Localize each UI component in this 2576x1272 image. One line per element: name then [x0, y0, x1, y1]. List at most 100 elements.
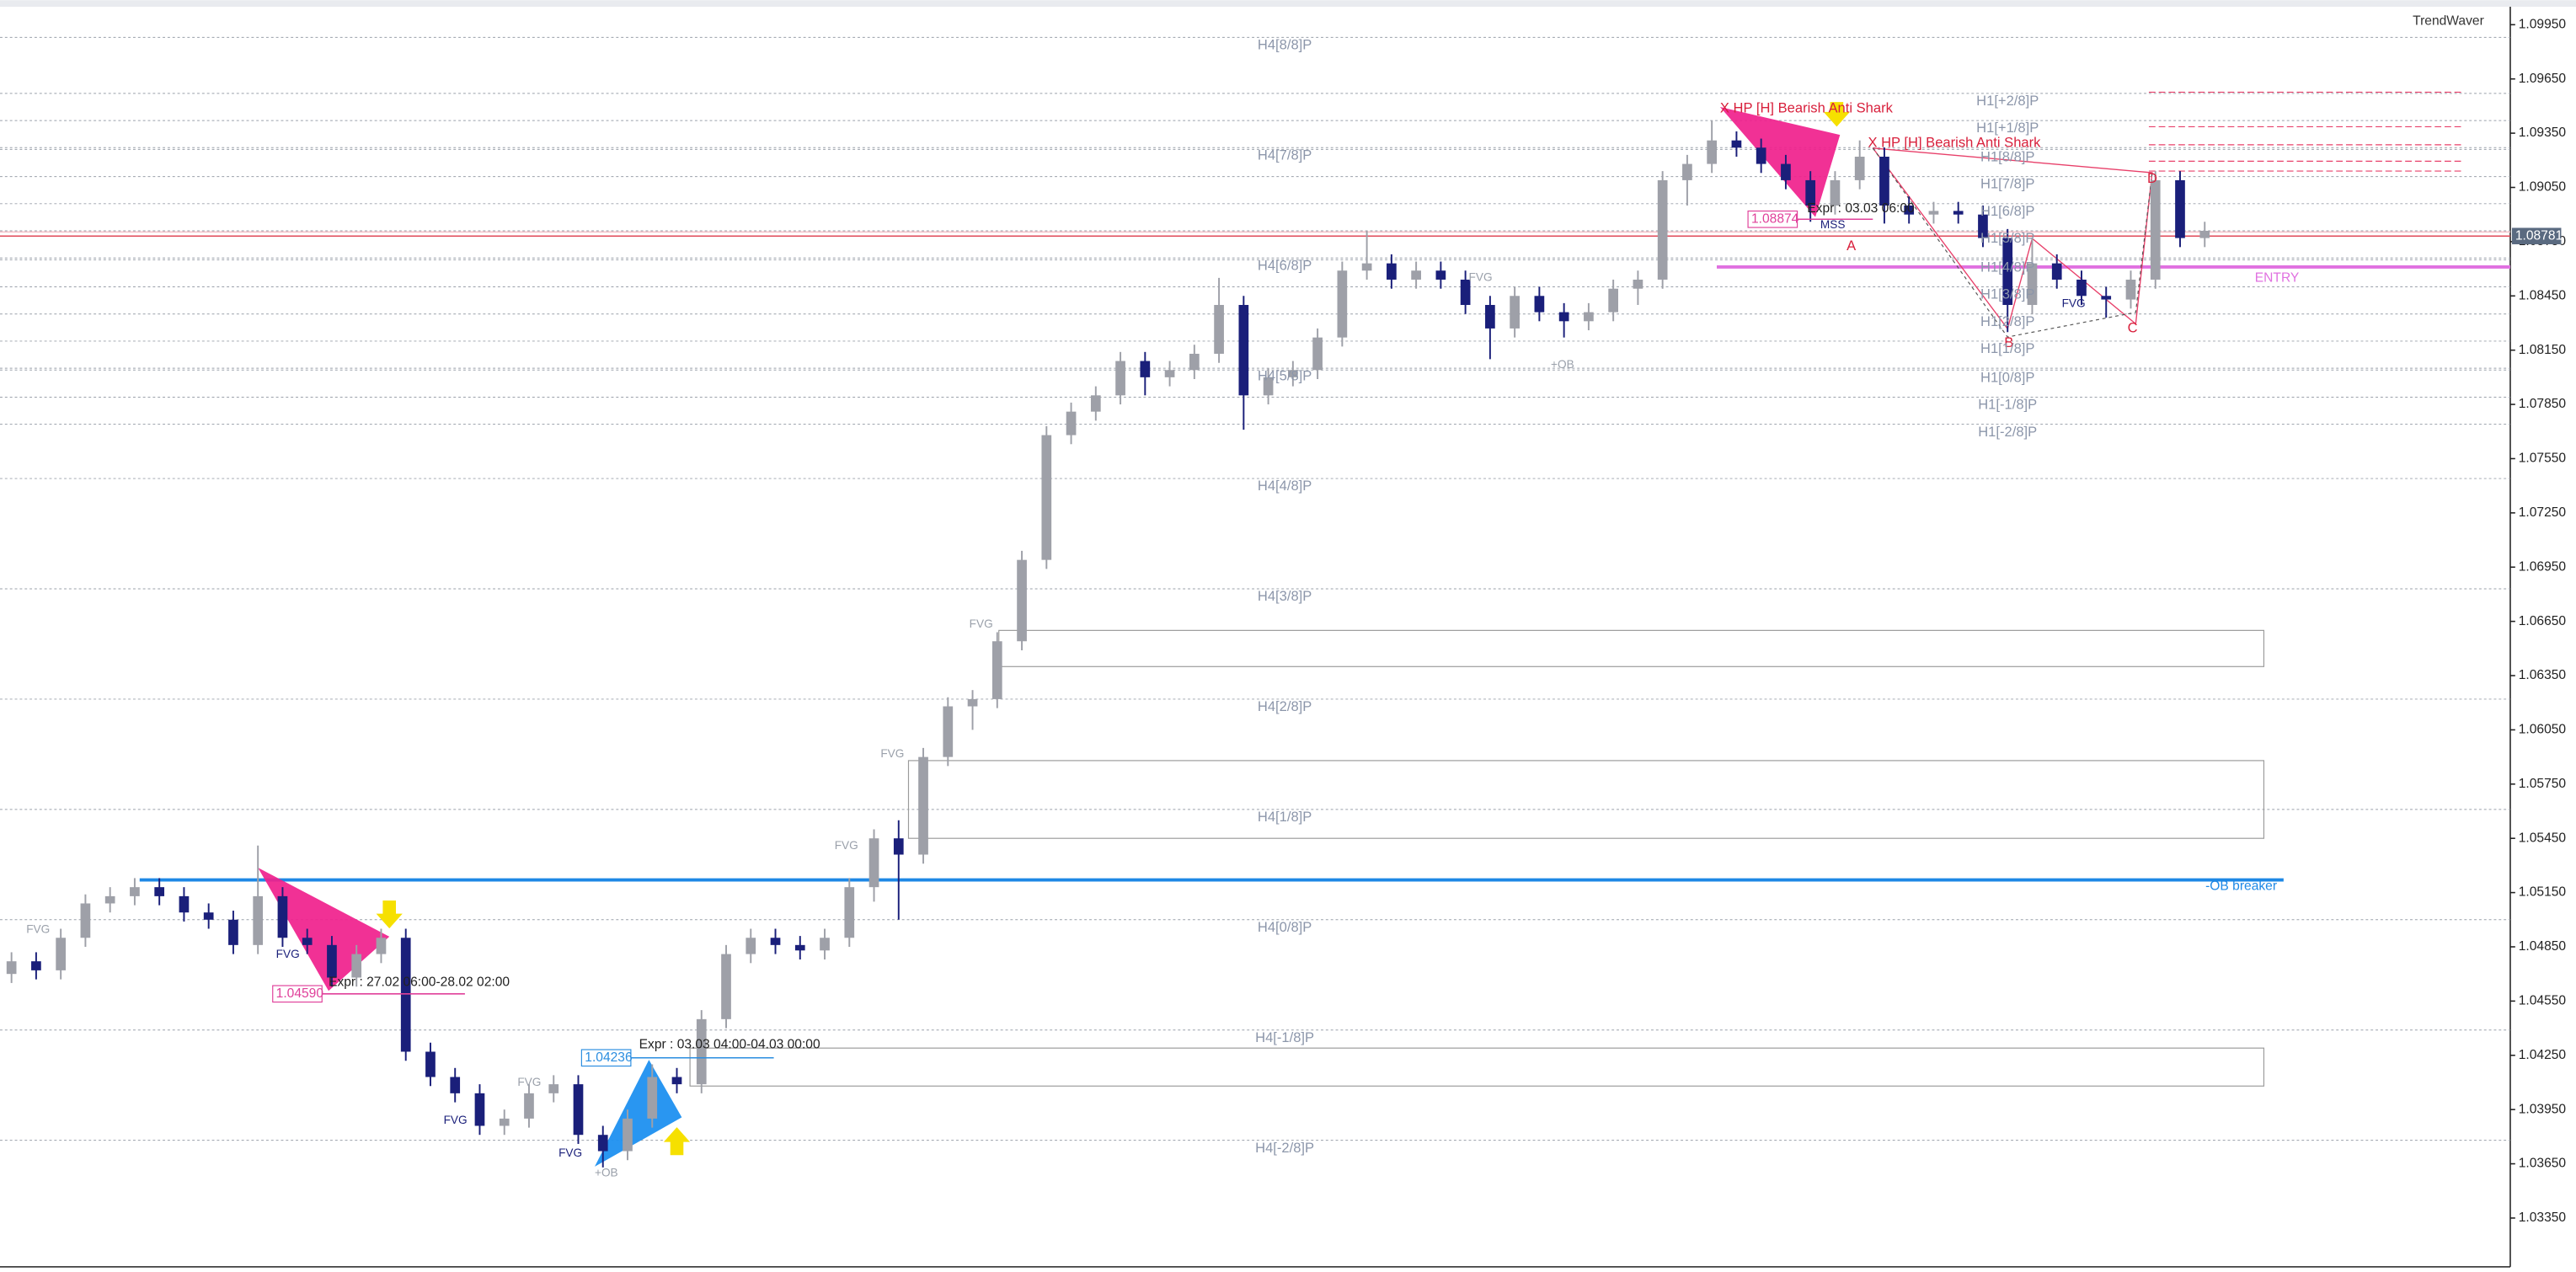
candle-body	[548, 1084, 559, 1093]
candle-body	[623, 1118, 633, 1152]
candle-body	[1781, 163, 1791, 180]
level-label: H4[0/8]P	[1258, 919, 1312, 935]
y-tick-label: 1.08150	[2519, 343, 2567, 357]
candle-body	[1238, 305, 1249, 396]
y-tick-label: 1.06350	[2519, 668, 2567, 682]
candle-body	[425, 1051, 436, 1077]
fvg-label: FVG	[558, 1146, 582, 1159]
candle-body	[1041, 435, 1052, 560]
fvg-label: FVG	[26, 923, 50, 936]
expiry-label: Expr : 03.03 06:00	[1807, 201, 1915, 216]
candle-body	[1090, 395, 1101, 412]
fvg-label: FVG	[444, 1114, 468, 1126]
level-label: H4[8/8]P	[1258, 36, 1312, 52]
level-label: H1[2/8]P	[1980, 313, 2034, 329]
level-label: H1[1/8]P	[1980, 340, 2034, 356]
y-tick-label: 1.04850	[2519, 939, 2567, 954]
pattern-price-label: 1.04590	[276, 986, 324, 1001]
candle-body	[1879, 157, 1889, 206]
expiry-label: Expr : 03.03 04:00-04.03 00:00	[639, 1038, 820, 1052]
candle-body	[746, 938, 756, 954]
candle-body	[1657, 179, 1668, 280]
candle-body	[573, 1084, 584, 1136]
candle-body	[1558, 312, 1569, 322]
mss-label: MSS	[1820, 218, 1846, 231]
candle-body	[1017, 559, 1027, 642]
candle-body	[1115, 361, 1125, 396]
candle-body	[647, 1077, 658, 1119]
candle-body	[844, 887, 855, 938]
candle-body	[1953, 211, 1964, 215]
fvg-label: FVG	[2062, 297, 2086, 310]
y-tick-label: 1.06050	[2519, 723, 2567, 737]
entry-label: ENTRY	[2255, 271, 2300, 286]
level-label: H4[3/8]P	[1258, 588, 1312, 604]
buy-arrow	[663, 1127, 691, 1156]
candle-body	[868, 838, 879, 888]
candle-body	[351, 954, 362, 978]
target-lines	[2148, 91, 2465, 172]
y-tick-label: 1.09350	[2519, 126, 2567, 140]
level-label: H1[3/8]P	[1980, 286, 2034, 302]
candle-body	[1534, 296, 1545, 313]
candle-body	[1805, 179, 1816, 206]
candle-body	[327, 944, 337, 978]
fvg-label: FVG	[517, 1076, 541, 1088]
y-tick-label: 1.05450	[2519, 831, 2567, 845]
candle-body	[671, 1077, 682, 1085]
point-label: D	[2147, 170, 2157, 186]
candle-body	[1214, 305, 1224, 354]
candle-body	[253, 895, 264, 945]
candle-body	[1460, 279, 1471, 306]
candle-body	[1978, 214, 1988, 238]
fvg-label: FVG	[276, 948, 300, 960]
y-tick-label: 1.03950	[2519, 1102, 2567, 1116]
y-tick-label: 1.09650	[2519, 72, 2567, 86]
candle-body	[376, 938, 387, 954]
candle-body	[1510, 296, 1520, 329]
candle-body	[597, 1135, 608, 1152]
y-tick-label: 1.06650	[2519, 614, 2567, 628]
fvg-label: FVG	[835, 839, 858, 852]
y-tick-label: 1.03350	[2519, 1211, 2567, 1225]
y-tick-label: 1.08450	[2519, 288, 2567, 302]
candle-body	[2125, 279, 2136, 300]
candle-body	[918, 756, 928, 855]
level-label: H4[6/8]P	[1258, 257, 1312, 273]
candle-body	[56, 938, 67, 970]
candle-body	[474, 1093, 485, 1126]
current-price-label: 1.08781	[2515, 228, 2563, 243]
y-tick-label: 1.07850	[2519, 397, 2567, 411]
candle-body	[1263, 377, 1274, 396]
candle-body	[696, 1018, 707, 1085]
pattern-triangle	[594, 1060, 682, 1167]
fvg-label: FVG	[1469, 270, 1493, 283]
chart-background-layer	[0, 36, 2510, 1141]
zone-box	[689, 1047, 2265, 1087]
level-label: H1[+1/8]P	[1976, 120, 2039, 136]
candle-body	[2002, 238, 2013, 306]
level-label: H4[7/8]P	[1258, 147, 1312, 163]
y-tick-label: 1.05150	[2519, 885, 2567, 900]
candle-body	[450, 1077, 461, 1093]
candle-body	[179, 895, 190, 913]
candle-body	[400, 938, 411, 1052]
candle-body	[524, 1093, 534, 1119]
sell-arrow	[1823, 102, 1850, 127]
pattern-price-box	[272, 985, 323, 1003]
brand: TrendWaver	[2413, 14, 2484, 29]
candle-body	[1435, 270, 1446, 280]
fvg-label: FVG	[880, 747, 904, 760]
level-label: H1[+2/8]P	[1976, 93, 2039, 109]
candle-body	[991, 641, 1002, 699]
candle-body	[130, 887, 140, 896]
candle-body	[1189, 353, 1200, 371]
level-label: H4[4/8]P	[1258, 478, 1312, 494]
pattern-price-box	[1747, 210, 1798, 228]
candle-body	[80, 903, 91, 938]
candle-body	[794, 944, 805, 951]
candle-body	[1928, 211, 1939, 215]
